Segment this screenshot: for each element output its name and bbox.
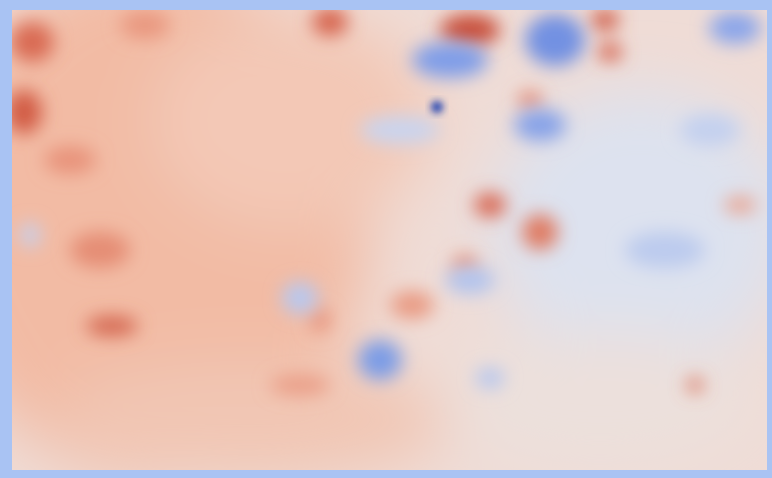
- warm-blob: [86, 316, 138, 336]
- warm-blob: [598, 43, 622, 61]
- sharp-spots: [431, 101, 443, 113]
- warm-blob: [591, 10, 619, 30]
- cool-blob: [360, 116, 440, 144]
- warm-blob: [270, 375, 330, 395]
- warm-blob: [522, 214, 558, 250]
- cool-spot: [431, 101, 443, 113]
- warm-blob: [70, 232, 130, 268]
- cool-blob: [525, 14, 585, 66]
- cool-blob: [412, 42, 488, 78]
- warm-blob: [390, 291, 434, 319]
- cool-blob: [514, 109, 566, 141]
- warm-blob: [120, 11, 170, 39]
- cool-blob: [282, 282, 318, 314]
- cool-blob: [20, 223, 40, 247]
- cool-blob: [625, 232, 705, 268]
- warm-blob: [518, 92, 542, 108]
- warm-blob: [12, 22, 54, 62]
- cool-blob: [709, 12, 761, 44]
- warm-region: [150, 10, 430, 230]
- cool-region: [490, 90, 767, 370]
- cool-blob: [445, 266, 495, 294]
- warm-blob: [312, 10, 348, 36]
- warm-blob: [440, 14, 500, 46]
- warm-blob: [44, 146, 96, 174]
- cool-blob: [476, 368, 504, 388]
- cool-blob: [680, 114, 740, 146]
- warm-blob: [687, 378, 703, 392]
- warm-blobs: [12, 10, 756, 395]
- warm-blob: [310, 308, 330, 332]
- warm-blob: [474, 193, 506, 217]
- neutral-region: [440, 330, 760, 470]
- cool-blobs: [20, 12, 761, 388]
- warm-blob: [12, 90, 42, 134]
- warm-region: [50, 360, 450, 470]
- cool-blob: [358, 340, 402, 380]
- warm-blob: [724, 197, 756, 213]
